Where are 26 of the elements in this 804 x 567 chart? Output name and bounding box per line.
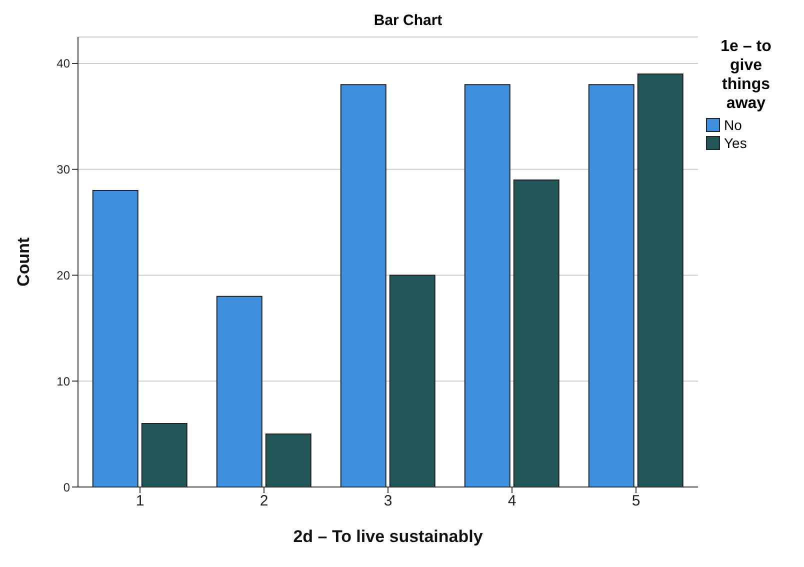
bar xyxy=(216,296,262,487)
bar xyxy=(340,84,386,487)
x-tick-label: 3 xyxy=(384,492,392,510)
bar xyxy=(265,434,312,487)
y-tick-label: 30 xyxy=(56,162,70,177)
bar xyxy=(513,179,560,487)
legend-label: No xyxy=(724,117,742,133)
x-tick-label: 2 xyxy=(260,492,268,510)
legend-title: 1e – to give things away xyxy=(720,37,772,113)
x-tick-label: 4 xyxy=(508,492,516,510)
x-tick-label: 1 xyxy=(136,492,144,510)
bar xyxy=(464,84,510,487)
bar xyxy=(141,422,188,487)
y-tick-label: 10 xyxy=(56,374,70,388)
bar xyxy=(637,74,684,487)
y-tick-label: 20 xyxy=(56,268,70,282)
chart-title: Bar Chart xyxy=(372,12,444,29)
x-axis-title: 2d – To live sustainably xyxy=(293,527,484,546)
y-axis-title: Count xyxy=(14,237,34,287)
bar xyxy=(92,190,138,487)
legend-label: Yes xyxy=(724,135,747,151)
y-tick-label: 0 xyxy=(63,480,70,494)
bar xyxy=(588,84,634,487)
x-tick-label: 5 xyxy=(632,492,640,510)
y-tick-label: 40 xyxy=(56,56,70,71)
bar xyxy=(389,274,436,487)
